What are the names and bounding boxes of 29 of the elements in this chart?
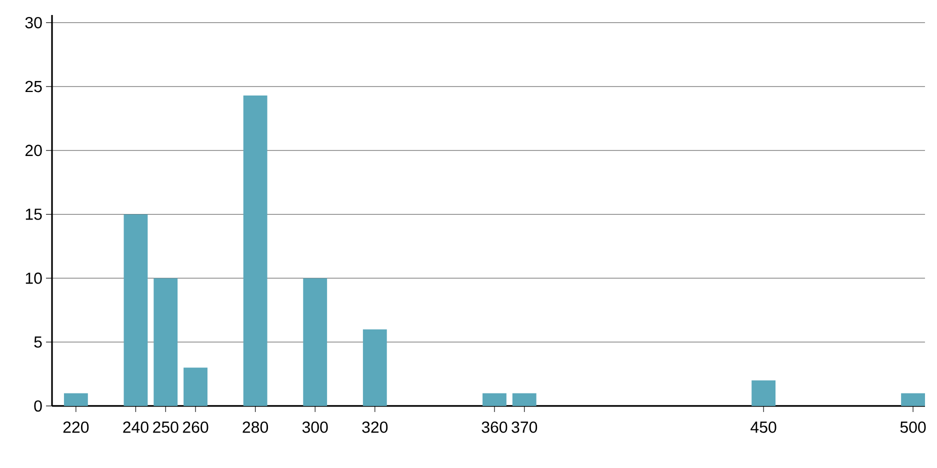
x-tick-label: 500 (900, 422, 926, 433)
x-tick-label: 240 (123, 422, 148, 433)
bar (243, 95, 268, 406)
x-tick-label: 320 (362, 422, 388, 433)
x-tick-label: 360 (482, 422, 508, 433)
y-tick-label: 0 (34, 400, 42, 412)
y-tick-label: 15 (26, 208, 42, 220)
bar (303, 278, 328, 406)
y-tick-label: 10 (26, 272, 42, 284)
y-tick-label: 5 (34, 336, 42, 348)
bar (512, 393, 536, 406)
bar (362, 329, 387, 406)
x-tick-label: 220 (63, 422, 89, 433)
y-tick-label: 30 (25, 17, 42, 28)
bar (124, 214, 148, 406)
y-tick-label: 20 (25, 144, 42, 156)
bar (752, 380, 776, 406)
x-tick-label: 250 (153, 422, 178, 433)
x-tick-label: 300 (302, 422, 328, 433)
y-tick-label: 25 (25, 80, 42, 92)
bar (154, 278, 178, 406)
bar (901, 393, 925, 406)
bar (64, 393, 88, 406)
x-tick-label: 260 (182, 422, 208, 433)
bar (184, 368, 208, 406)
x-tick-label: 280 (242, 422, 268, 433)
x-tick-label: 450 (750, 422, 776, 433)
bar (482, 393, 506, 406)
x-tick-label: 370 (512, 422, 538, 433)
